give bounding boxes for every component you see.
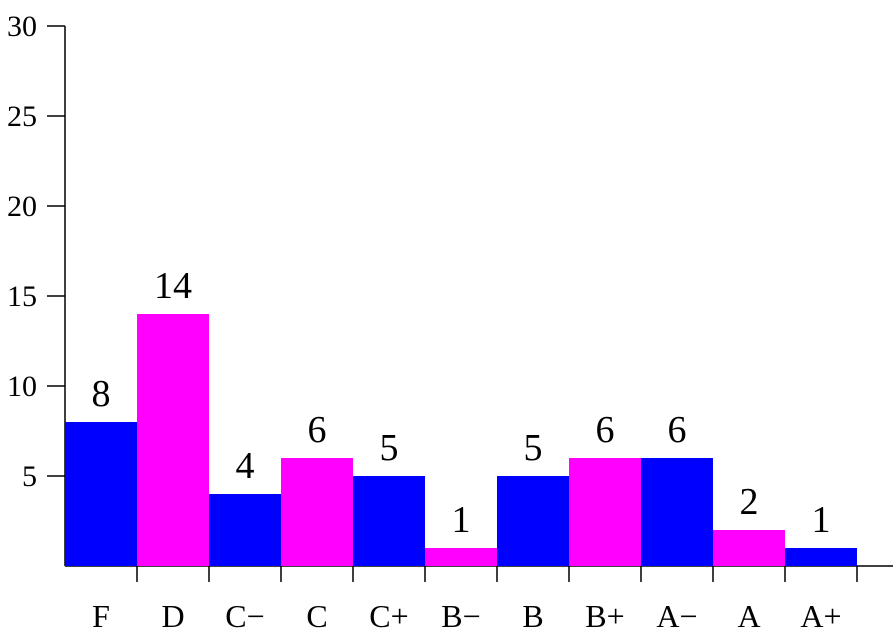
value-label: 5 [524,427,543,469]
x-tick-label: C+ [369,598,408,634]
value-label: 14 [154,265,192,307]
x-tick-label: C [306,598,327,634]
bar [569,458,641,566]
bar [281,458,353,566]
x-tick-label: A [737,598,760,634]
bar [137,314,209,566]
value-label: 6 [596,409,615,451]
bar [65,422,137,566]
y-tick-label: 10 [7,370,37,403]
x-tick-label: F [92,598,110,634]
y-tick-label: 30 [7,10,37,43]
y-tick-label: 25 [7,100,37,133]
value-label: 2 [740,481,759,523]
bar [785,548,857,566]
y-tick-label: 5 [22,460,37,493]
y-tick-label: 20 [7,190,37,223]
value-label: 6 [668,409,687,451]
y-tick-label: 15 [7,280,37,313]
x-tick-label: D [161,598,184,634]
x-tick-label: B− [441,598,480,634]
bar [353,476,425,566]
bar [641,458,713,566]
x-tick-label: A+ [800,598,841,634]
value-label: 1 [812,499,831,541]
bar [425,548,497,566]
x-tick-label: B+ [585,598,624,634]
bar [497,476,569,566]
bar [209,494,281,566]
value-label: 6 [308,409,327,451]
value-label: 5 [380,427,399,469]
x-tick-label: A− [656,598,697,634]
value-label: 8 [92,373,111,415]
bar [713,530,785,566]
value-label: 1 [452,499,471,541]
x-tick-label: B [522,598,543,634]
value-label: 4 [236,445,255,487]
x-tick-label: C− [225,598,264,634]
